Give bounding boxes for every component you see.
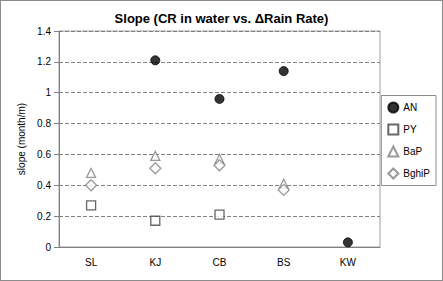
- svg-text:1: 1: [45, 87, 51, 98]
- svg-text:AN: AN: [403, 102, 417, 113]
- svg-text:PY: PY: [403, 124, 417, 135]
- svg-text:1.4: 1.4: [37, 26, 51, 37]
- svg-text:1.2: 1.2: [37, 56, 51, 67]
- svg-text:KW: KW: [340, 257, 357, 268]
- svg-text:CB: CB: [213, 257, 227, 268]
- svg-text:0.8: 0.8: [37, 118, 51, 129]
- svg-text:Slope (CR in water vs. ΔRain R: Slope (CR in water vs. ΔRain Rate): [115, 11, 329, 26]
- svg-text:0.2: 0.2: [37, 211, 51, 222]
- svg-text:BaP: BaP: [403, 146, 422, 157]
- svg-text:BghiP: BghiP: [403, 168, 430, 179]
- svg-text:0: 0: [45, 242, 51, 253]
- svg-text:0.4: 0.4: [37, 180, 51, 191]
- svg-text:SL: SL: [85, 257, 98, 268]
- svg-text:KJ: KJ: [149, 257, 161, 268]
- svg-text:BS: BS: [277, 257, 291, 268]
- svg-text:slope (month/m): slope (month/m): [16, 103, 27, 175]
- svg-text:0.6: 0.6: [37, 149, 51, 160]
